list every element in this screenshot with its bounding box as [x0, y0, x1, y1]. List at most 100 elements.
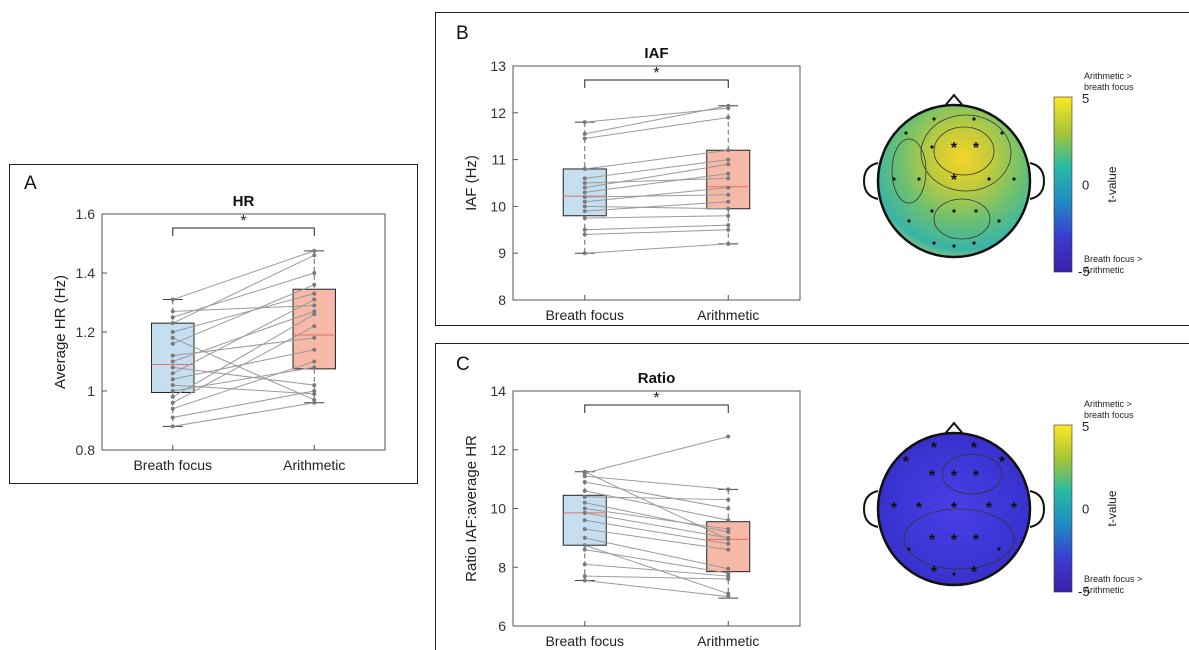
- data-point: [582, 578, 587, 583]
- data-point: [582, 251, 587, 256]
- data-point: [726, 574, 731, 579]
- paired-line: [584, 475, 729, 490]
- paired-line: [172, 250, 315, 301]
- paired-line: [584, 205, 729, 210]
- paired-line: [584, 163, 729, 189]
- data-point: [170, 335, 175, 340]
- data-point: [582, 474, 587, 479]
- data-point: [312, 359, 317, 364]
- electrode-dot: [930, 209, 934, 213]
- electrode-dot: [952, 244, 956, 248]
- electrode-dot: [907, 547, 911, 551]
- paired-line: [584, 187, 729, 203]
- paired-line: [584, 512, 729, 539]
- colorbar-tick-mid: 0: [1082, 178, 1089, 193]
- x-tick-label: Arithmetic: [697, 307, 759, 323]
- data-point: [170, 371, 175, 376]
- electrode-dot: [907, 219, 911, 223]
- data-point: [312, 324, 317, 329]
- chart-title: IAF: [644, 45, 668, 62]
- data-point: [726, 527, 731, 532]
- data-point: [726, 518, 731, 523]
- significant-electrode: *: [1011, 500, 1018, 517]
- contour-line: [933, 198, 991, 240]
- paired-line: [584, 496, 729, 501]
- data-point: [726, 157, 731, 162]
- significant-electrode: *: [973, 532, 980, 549]
- data-point: [170, 359, 175, 364]
- paired-line: [584, 528, 729, 551]
- paired-line: [584, 502, 729, 533]
- data-point: [726, 541, 731, 546]
- left-ear: [862, 490, 879, 528]
- paired-line: [584, 224, 729, 231]
- right-ear: [1029, 162, 1046, 200]
- panel-b: B 8 9 10 11 12 13 Breath focus Arithmetic IAF IAF…: [435, 12, 1189, 326]
- paired-line: [584, 508, 729, 530]
- y-tick-label: 8: [498, 292, 506, 308]
- paired-line: [584, 563, 729, 577]
- colorbar-note-bottom: Arithmetic: [1084, 585, 1125, 595]
- data-point: [582, 209, 587, 214]
- data-point: [170, 330, 175, 334]
- hr-box-chart: 0.8 1 1.2 1.4 1.6 Breath focus Arithmetic HR Ave…: [52, 193, 386, 473]
- data-point: [170, 383, 175, 388]
- contour-line: [933, 126, 995, 176]
- data-point: [726, 537, 731, 542]
- data-point: [726, 506, 731, 511]
- paired-line: [172, 284, 315, 345]
- colorbar-note-top: Arithmetic >: [1084, 71, 1132, 81]
- data-point: [582, 469, 587, 474]
- y-axis-label: Average HR (Hz): [52, 275, 69, 389]
- contour-line: [891, 138, 927, 204]
- data-point: [170, 297, 175, 302]
- y-tick-label: 12: [490, 105, 506, 121]
- data-point: [582, 181, 587, 185]
- significant-electrode: *: [929, 532, 936, 549]
- y-tick-label: 1: [87, 383, 95, 399]
- significant-electrode: *: [951, 532, 958, 549]
- data-point: [582, 176, 587, 181]
- data-point: [170, 365, 175, 370]
- paired-line: [172, 361, 315, 410]
- colorbar-note-top: Arithmetic >: [1084, 399, 1132, 409]
- paired-line: [584, 436, 729, 474]
- significant-electrode: *: [931, 440, 938, 457]
- electrode-dot: [952, 572, 956, 576]
- x-tick-label: Arithmetic: [697, 633, 759, 649]
- electrode-dot: [932, 117, 936, 121]
- left-ear: [862, 162, 879, 200]
- colorbar-title: t-value: [1105, 490, 1119, 526]
- data-point: [726, 192, 731, 197]
- y-tick-label: 14: [490, 383, 506, 399]
- paired-line: [584, 537, 729, 570]
- significant-electrode: *: [986, 500, 993, 517]
- colorbar-note-top: breath focus: [1084, 410, 1134, 420]
- paired-line: [584, 471, 729, 540]
- paired-line: [584, 173, 729, 193]
- data-point: [726, 206, 731, 211]
- data-point: [170, 315, 175, 320]
- paired-line: [172, 337, 315, 401]
- data-point: [170, 341, 175, 346]
- chart-title: HR: [233, 193, 255, 210]
- data-point: [312, 365, 317, 370]
- colorbar-tick-mid: 0: [1082, 502, 1089, 517]
- y-tick-label: 10: [490, 198, 506, 214]
- colorbar-tick-bottom: -5: [1078, 264, 1090, 279]
- electrode-dot: [974, 209, 978, 213]
- data-point: [726, 199, 731, 204]
- significant-electrode: *: [951, 500, 958, 517]
- data-point: [726, 241, 731, 246]
- electrode-dot: [952, 209, 956, 213]
- data-point: [726, 106, 731, 111]
- data-point: [170, 424, 175, 429]
- data-point: [726, 434, 731, 439]
- data-point: [312, 303, 317, 308]
- data-point: [582, 535, 587, 540]
- significant-electrode: *: [971, 564, 978, 581]
- electrode-dot: [997, 547, 1001, 551]
- paired-line: [172, 349, 315, 380]
- data-point: [312, 335, 317, 340]
- data-point: [726, 213, 731, 218]
